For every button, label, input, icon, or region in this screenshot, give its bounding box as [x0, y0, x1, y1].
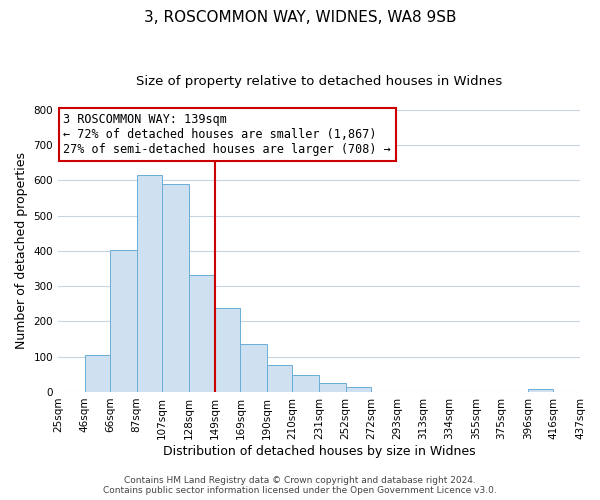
- Bar: [267, 365, 292, 392]
- Bar: [110, 250, 137, 392]
- Bar: [319, 383, 346, 392]
- Title: Size of property relative to detached houses in Widnes: Size of property relative to detached ho…: [136, 75, 502, 88]
- Bar: [528, 390, 553, 392]
- Bar: [188, 274, 215, 392]
- X-axis label: Distribution of detached houses by size in Widnes: Distribution of detached houses by size …: [163, 444, 475, 458]
- Text: Contains HM Land Registry data © Crown copyright and database right 2024.
Contai: Contains HM Land Registry data © Crown c…: [103, 476, 497, 495]
- Bar: [241, 344, 267, 392]
- Bar: [85, 354, 110, 392]
- Text: 3, ROSCOMMON WAY, WIDNES, WA8 9SB: 3, ROSCOMMON WAY, WIDNES, WA8 9SB: [144, 10, 456, 25]
- Bar: [346, 386, 371, 392]
- Y-axis label: Number of detached properties: Number of detached properties: [15, 152, 28, 350]
- Bar: [137, 175, 162, 392]
- Text: 3 ROSCOMMON WAY: 139sqm
← 72% of detached houses are smaller (1,867)
27% of semi: 3 ROSCOMMON WAY: 139sqm ← 72% of detache…: [63, 113, 391, 156]
- Bar: [162, 184, 188, 392]
- Bar: [292, 374, 319, 392]
- Bar: [215, 308, 241, 392]
